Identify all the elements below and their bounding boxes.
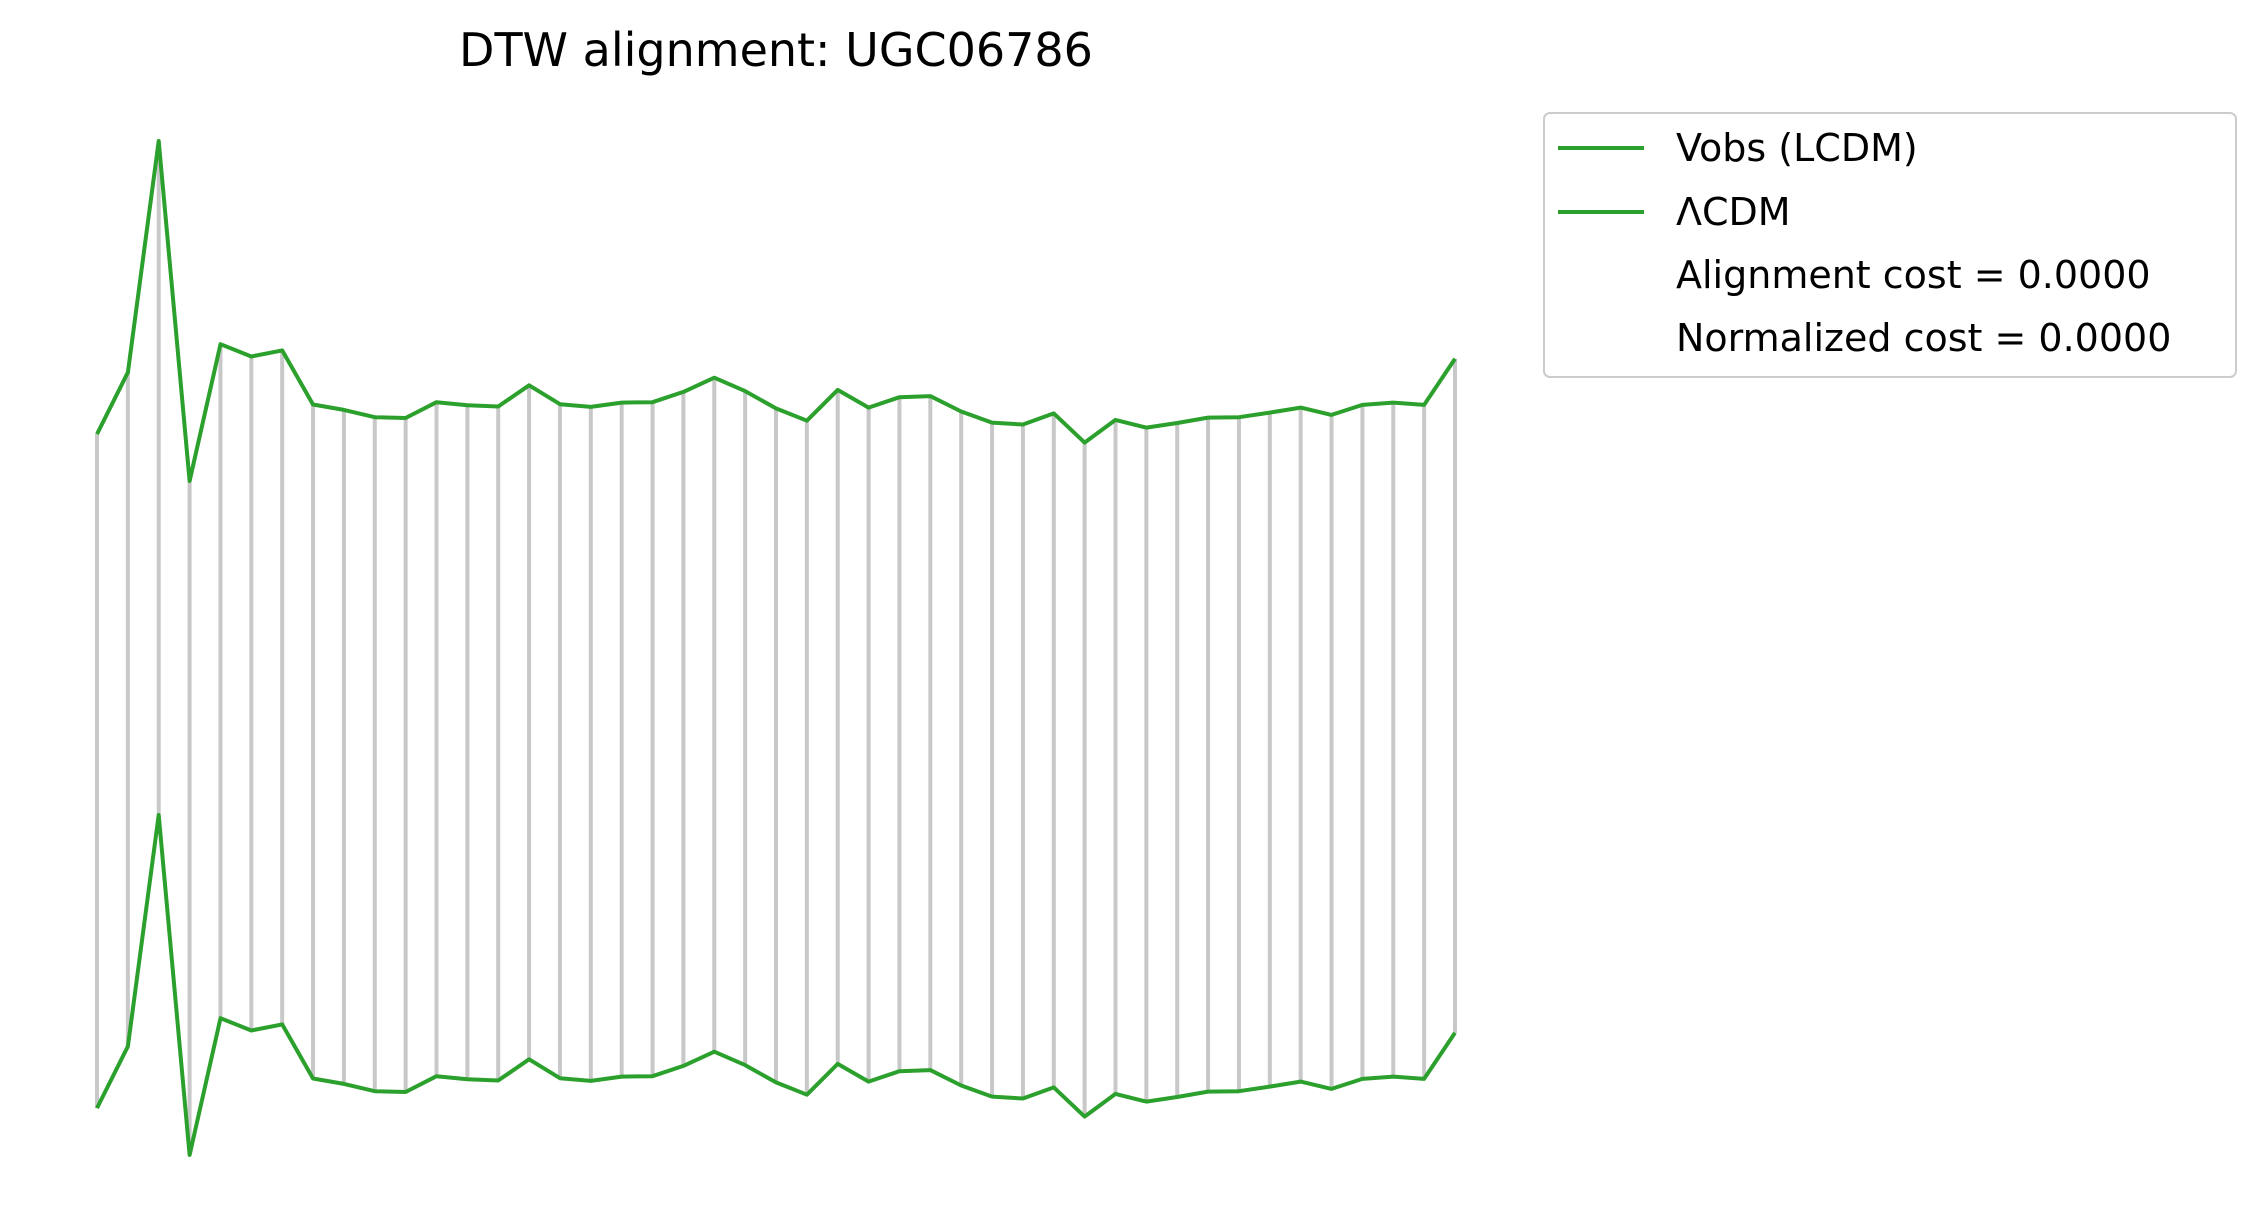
legend-normalized-cost: Normalized cost = 0.0000: [1676, 316, 2171, 360]
legend-frame: [1543, 112, 2237, 378]
alignment-connectors: [95, 141, 1457, 1155]
legend: Vobs (LCDM) ΛCDM Alignment cost = 0.0000…: [1543, 112, 2237, 378]
legend-label-vobs: Vobs (LCDM): [1676, 126, 1918, 170]
legend-alignment-cost: Alignment cost = 0.0000: [1676, 253, 2151, 297]
series-lines: [95, 139, 1457, 1157]
series-line-lcdm: [95, 813, 1457, 1157]
series-line-vobs: [95, 139, 1457, 483]
legend-label-lcdm: ΛCDM: [1676, 190, 1791, 234]
chart-title: DTW alignment: UGC06786: [459, 23, 1093, 77]
